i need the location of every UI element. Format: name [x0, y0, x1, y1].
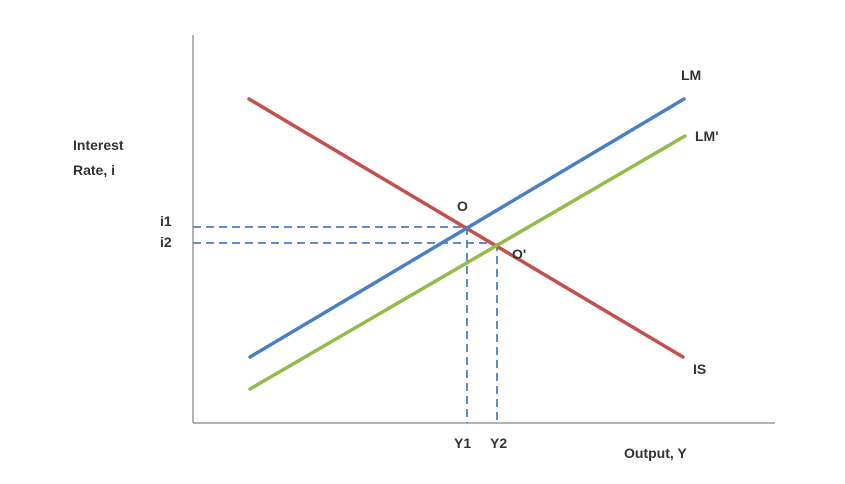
is-label: IS [693, 361, 706, 377]
tick-i2: i2 [160, 234, 172, 250]
lm-prime-curve [248, 134, 687, 391]
tick-y2: Y2 [490, 435, 507, 451]
point-o-label: O [457, 198, 468, 214]
y-axis-label-line1: Interest [73, 137, 124, 153]
lm-label: LM [681, 67, 701, 83]
tick-y1: Y1 [454, 435, 471, 451]
point-o-prime-label: O' [512, 246, 526, 262]
lm-curve [248, 97, 686, 359]
tick-i1: i1 [160, 213, 172, 229]
y-axis-label-line2: Rate, i [73, 162, 115, 178]
lm-prime-label: LM' [695, 128, 719, 144]
x-axis-label: Output, Y [624, 445, 687, 461]
